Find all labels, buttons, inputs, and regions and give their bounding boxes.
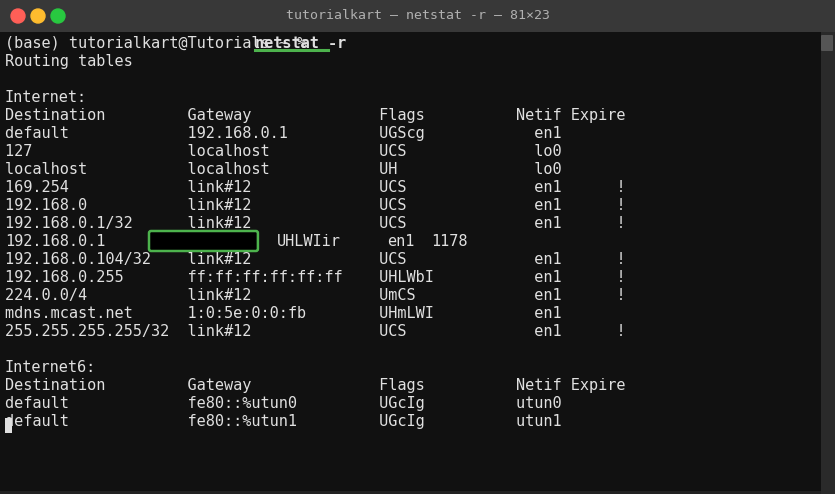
Circle shape (11, 9, 25, 23)
Text: (base) tutorialkart@Tutorials ~ %: (base) tutorialkart@Tutorials ~ % (5, 36, 316, 51)
FancyBboxPatch shape (821, 35, 833, 51)
Text: default             fe80::%utun0         UGcIg          utun0: default fe80::%utun0 UGcIg utun0 (5, 396, 562, 411)
Text: default             192.168.0.1          UGScg            en1: default 192.168.0.1 UGScg en1 (5, 126, 562, 141)
Text: 192.168.0.104/32    link#12              UCS              en1      !: 192.168.0.104/32 link#12 UCS en1 ! (5, 252, 625, 267)
Text: mdns.mcast.net      1:0:5e:0:0:fb        UHmLWI           en1: mdns.mcast.net 1:0:5e:0:0:fb UHmLWI en1 (5, 306, 562, 321)
Circle shape (51, 9, 65, 23)
Text: 192.168.0.1/32      link#12              UCS              en1      !: 192.168.0.1/32 link#12 UCS en1 ! (5, 216, 625, 231)
Text: Internet:: Internet: (5, 90, 87, 105)
Text: 255.255.255.255/32  link#12              UCS              en1      !: 255.255.255.255/32 link#12 UCS en1 ! (5, 324, 625, 339)
Text: en1: en1 (387, 234, 414, 249)
Text: 192.168.0.1: 192.168.0.1 (5, 234, 105, 249)
Text: 224.0.0/4           link#12              UmCS             en1      !: 224.0.0/4 link#12 UmCS en1 ! (5, 288, 625, 303)
Text: 127                 localhost            UCS              lo0: 127 localhost UCS lo0 (5, 144, 562, 159)
Text: Routing tables: Routing tables (5, 54, 133, 69)
Bar (821, 32, 835, 494)
Text: Internet6:: Internet6: (5, 360, 96, 375)
Text: netstat -r: netstat -r (255, 36, 347, 51)
Text: 192.168.0           link#12              UCS              en1      !: 192.168.0 link#12 UCS en1 ! (5, 198, 625, 213)
Text: 192.168.0.255       ff:ff:ff:ff:ff:ff    UHLWbI           en1      !: 192.168.0.255 ff:ff:ff:ff:ff:ff UHLWbI e… (5, 270, 625, 285)
Text: UHLWIir: UHLWIir (277, 234, 341, 249)
Text: default             fe80::%utun1         UGcIg          utun1: default fe80::%utun1 UGcIg utun1 (5, 414, 562, 429)
FancyBboxPatch shape (149, 231, 258, 251)
Bar (0, 0, 835, 32)
Circle shape (31, 9, 45, 23)
Text: 169.254             link#12              UCS              en1      !: 169.254 link#12 UCS en1 ! (5, 180, 625, 195)
Text: localhost           localhost            UH               lo0: localhost localhost UH lo0 (5, 162, 562, 177)
Bar (5, 418, 12, 433)
Text: Destination         Gateway              Flags          Netif Expire: Destination Gateway Flags Netif Expire (5, 108, 625, 123)
Text: 1178: 1178 (432, 234, 468, 249)
Bar (0, 491, 835, 494)
Text: tutorialkart — netstat -r — 81×23: tutorialkart — netstat -r — 81×23 (286, 9, 549, 23)
Text: Destination         Gateway              Flags          Netif Expire: Destination Gateway Flags Netif Expire (5, 378, 625, 393)
